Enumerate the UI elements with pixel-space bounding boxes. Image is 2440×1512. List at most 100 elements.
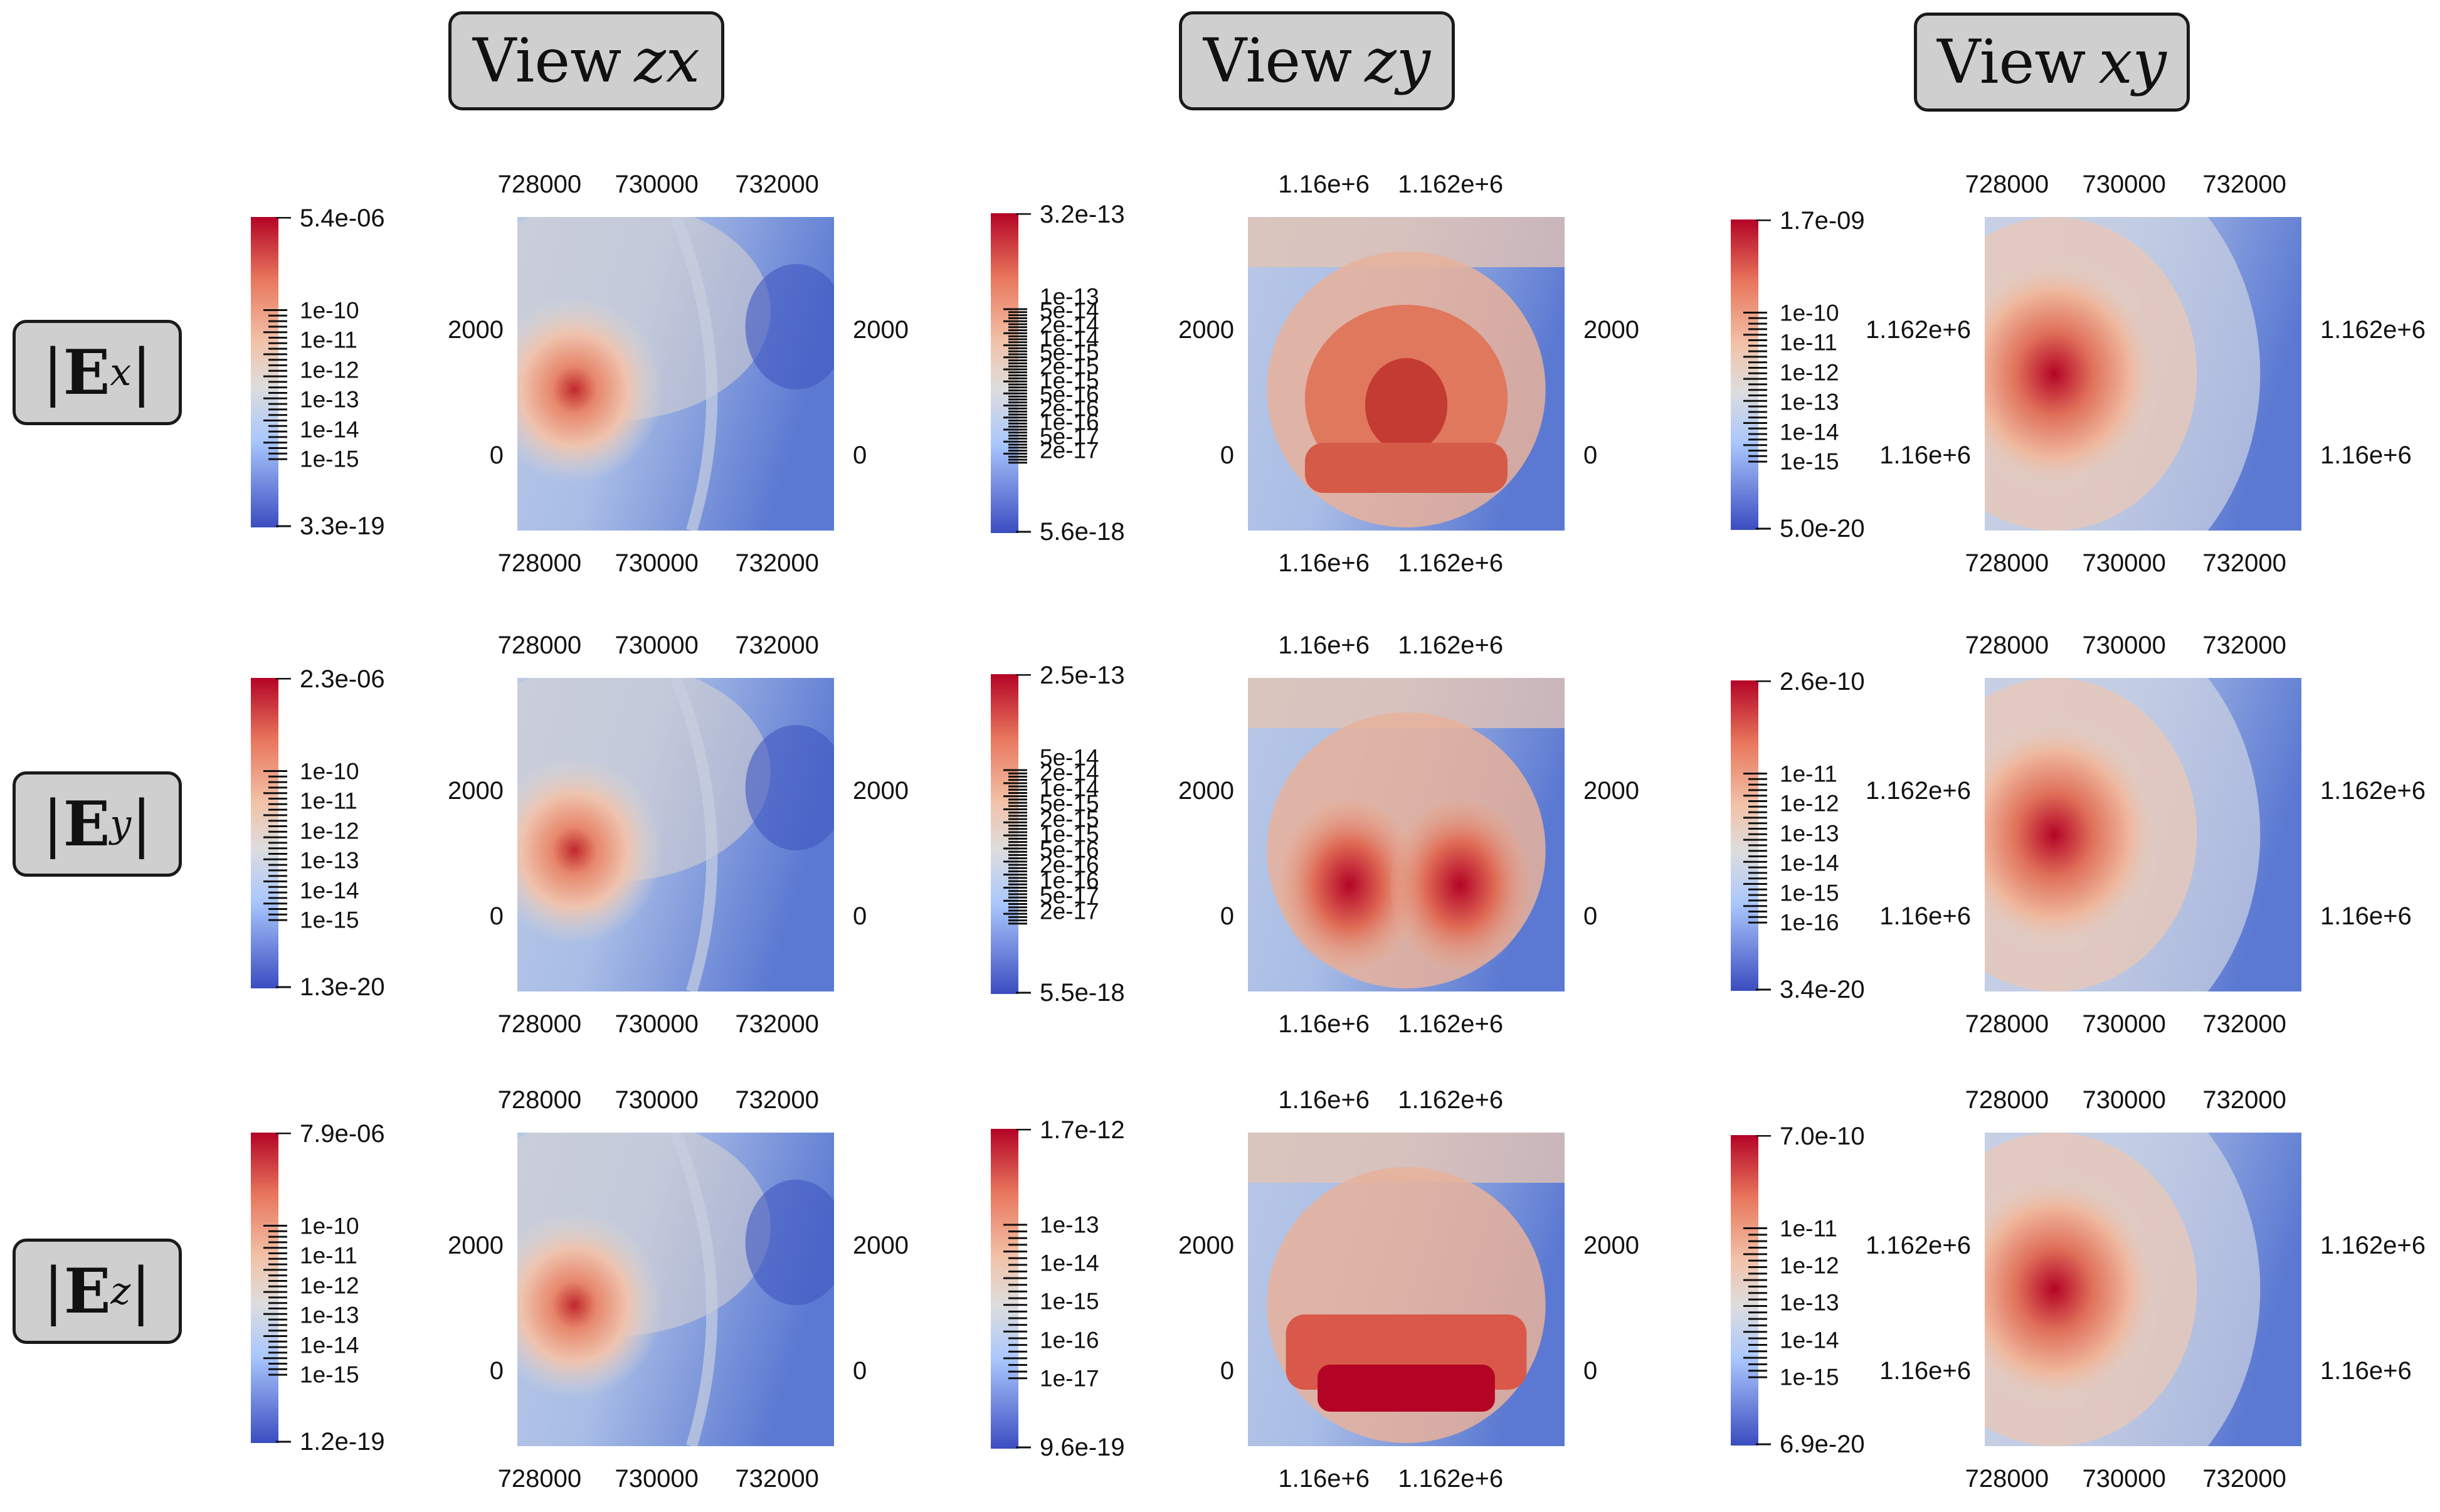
field-contour bbox=[670, 217, 718, 531]
colorbar-max-label: 1.7e-09 bbox=[1780, 207, 1865, 235]
colorbar-tick-label: 1e-15 bbox=[1780, 880, 1839, 906]
colorbar-max-label: 7.9e-06 bbox=[300, 1120, 385, 1148]
top-tick-label: 730000 bbox=[615, 1086, 699, 1114]
top-tick-label: 728000 bbox=[1965, 171, 2049, 198]
colorbar-max-label: 3.2e-13 bbox=[1040, 201, 1125, 228]
bottom-tick-label: 732000 bbox=[2202, 549, 2286, 577]
colorbar-tick-label: 1e-10 bbox=[300, 758, 359, 784]
left-tick-label: 2000 bbox=[448, 1232, 504, 1259]
right-tick-label: 1.162e+6 bbox=[2320, 316, 2426, 344]
field-base bbox=[1304, 443, 1508, 493]
bottom-tick-label: 730000 bbox=[615, 549, 699, 577]
colorbar-tick-label: 1e-16 bbox=[1040, 867, 1099, 894]
top-tick-label: 732000 bbox=[735, 171, 819, 198]
right-tick-label: 1.16e+6 bbox=[2320, 441, 2412, 469]
bottom-tick-label: 728000 bbox=[497, 1010, 582, 1038]
colorbar-tick-label: 1e-14 bbox=[1780, 850, 1839, 876]
bottom-tick-label: 1.162e+6 bbox=[1398, 1010, 1504, 1038]
field-contour bbox=[670, 1133, 718, 1446]
top-tick-label: 732000 bbox=[2202, 171, 2286, 198]
field-low-region bbox=[745, 1180, 834, 1305]
right-tick-label: 2000 bbox=[1583, 1232, 1639, 1259]
bottom-tick-label: 728000 bbox=[1965, 1010, 2049, 1038]
left-tick-label: 1.16e+6 bbox=[1879, 441, 1971, 469]
colorbar-tick-label: 5e-16 bbox=[1040, 381, 1099, 408]
field-image bbox=[1248, 1133, 1565, 1446]
colorbar-tick-label: 1e-12 bbox=[300, 1272, 359, 1299]
field-plot-xy-Ez bbox=[1985, 1133, 2301, 1446]
colorbar-tick-label: 1e-13 bbox=[300, 847, 359, 874]
abs-bar-right: | bbox=[131, 337, 152, 408]
right-tick-label: 0 bbox=[1583, 441, 1598, 469]
right-tick-label: 2000 bbox=[853, 777, 909, 805]
right-tick-label: 2000 bbox=[853, 316, 909, 344]
top-tick-label: 732000 bbox=[2202, 1086, 2286, 1114]
colorbar-tick-label: 5e-17 bbox=[1040, 423, 1099, 450]
colorbar-tick-label: 5e-15 bbox=[1040, 790, 1099, 817]
colorbar-tick-label: 1e-10 bbox=[300, 297, 359, 323]
top-tick-label: 728000 bbox=[1965, 1086, 2049, 1114]
colorbar-tick-label: 1e-14 bbox=[1780, 1327, 1839, 1353]
colorbar-tick-label: 1e-13 bbox=[300, 1302, 359, 1328]
colorbar-minor-ticks bbox=[1003, 1129, 1031, 1449]
top-tick-label: 1.162e+6 bbox=[1398, 171, 1504, 198]
component-subscript: x bbox=[110, 351, 132, 394]
top-tick-label: 1.16e+6 bbox=[1278, 171, 1370, 198]
right-tick-label: 2000 bbox=[853, 1232, 909, 1259]
top-tick-label: 728000 bbox=[497, 632, 582, 659]
component-symbol: E bbox=[63, 336, 110, 409]
field-source bbox=[517, 1211, 663, 1399]
colorbar-tick-label: 1e-13 bbox=[1040, 1212, 1099, 1238]
colorbar-min-label: 3.3e-19 bbox=[300, 512, 385, 540]
colorbar-zy-Ey bbox=[991, 674, 1031, 994]
bottom-tick-label: 732000 bbox=[735, 1010, 819, 1038]
left-tick-label: 1.162e+6 bbox=[1866, 777, 1971, 805]
right-tick-label: 2000 bbox=[1583, 777, 1639, 805]
left-tick-label: 1.162e+6 bbox=[1866, 1232, 1971, 1259]
colorbar-tick-label: 1e-13 bbox=[1780, 389, 1839, 415]
colorbar-minor-ticks bbox=[1743, 1135, 1771, 1446]
view-label-text: View bbox=[1203, 26, 1353, 96]
colorbar-max-label: 1.7e-12 bbox=[1040, 1116, 1125, 1144]
field-source bbox=[517, 756, 663, 944]
colorbar-tick-label: 1e-16 bbox=[1780, 909, 1839, 936]
bottom-tick-label: 730000 bbox=[2082, 549, 2166, 577]
field-lobe-right bbox=[1390, 800, 1530, 970]
colorbar-max-label: 7.0e-10 bbox=[1780, 1123, 1865, 1150]
colorbar-tick-label: 5e-17 bbox=[1040, 882, 1099, 909]
colorbar-tick-label: 1e-11 bbox=[1780, 761, 1837, 786]
colorbar-tick-label: 1e-15 bbox=[1040, 1288, 1099, 1314]
colorbar-tick-label: 1e-15 bbox=[1040, 367, 1099, 394]
field-plot-zx-Ey bbox=[517, 678, 834, 991]
field-plot-zy-Ex bbox=[1248, 217, 1565, 531]
colorbar-tick-label: 1e-15 bbox=[300, 1361, 359, 1388]
left-tick-label: 1.162e+6 bbox=[1866, 316, 1971, 344]
abs-bar-right: | bbox=[131, 788, 152, 860]
colorbar-tick-label: 1e-11 bbox=[300, 788, 357, 814]
field-image bbox=[517, 217, 834, 531]
view-label-xy: View xy bbox=[1914, 13, 2190, 112]
left-tick-label: 0 bbox=[1220, 441, 1234, 469]
colorbar-tick-label: 1e-14 bbox=[1040, 1250, 1099, 1276]
colorbar-tick-label: 1e-15 bbox=[300, 907, 359, 933]
field-contour bbox=[670, 678, 718, 991]
left-tick-label: 2000 bbox=[448, 316, 504, 344]
colorbar-tick-label: 1e-15 bbox=[1780, 448, 1839, 475]
bottom-tick-label: 732000 bbox=[2202, 1010, 2286, 1038]
colorbar-tick-label: 1e-12 bbox=[1780, 790, 1839, 817]
colorbar-minor-ticks bbox=[263, 678, 291, 988]
right-tick-label: 0 bbox=[853, 1357, 867, 1385]
colorbar-min-label: 9.6e-19 bbox=[1040, 1434, 1125, 1461]
colorbar-tick-label: 1e-13 bbox=[1040, 283, 1099, 310]
view-label-text: View bbox=[1937, 27, 2086, 97]
left-tick-label: 2000 bbox=[448, 777, 504, 805]
view-label-var: xy bbox=[2098, 27, 2167, 97]
bottom-tick-label: 730000 bbox=[2082, 1465, 2166, 1493]
field-slab-core bbox=[1318, 1365, 1495, 1412]
top-tick-label: 1.16e+6 bbox=[1278, 632, 1370, 659]
bottom-tick-label: 1.16e+6 bbox=[1278, 1010, 1370, 1038]
colorbar-min-label: 5.5e-18 bbox=[1040, 979, 1125, 1007]
